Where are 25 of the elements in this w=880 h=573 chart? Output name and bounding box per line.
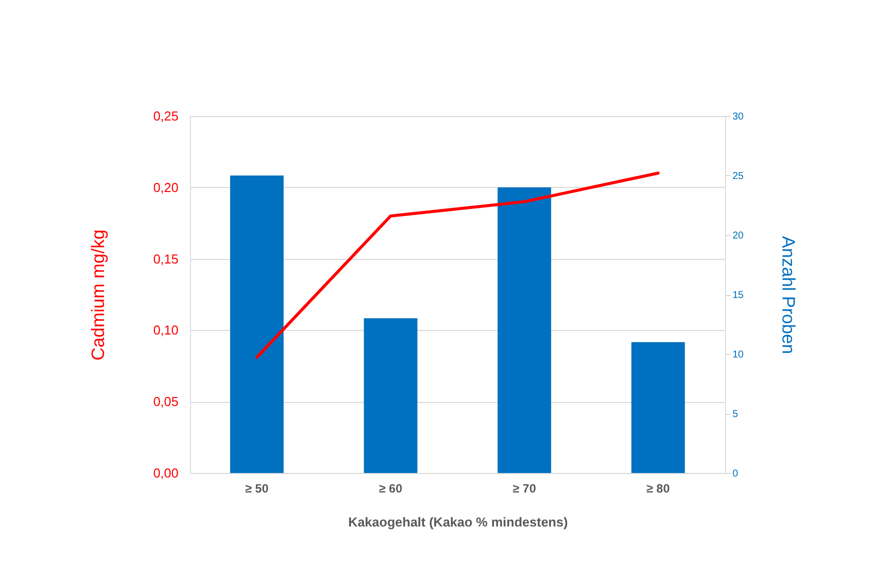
y-tick-label: 0,05 bbox=[153, 394, 178, 410]
y2-tick-label: 10 bbox=[732, 350, 744, 360]
y-axis-title: Cadmium mg/kg bbox=[88, 229, 108, 361]
x-tick-label: ≥ 50 bbox=[245, 482, 269, 496]
y-tick-label: 0,15 bbox=[153, 251, 178, 266]
y-tick-label: 0,20 bbox=[153, 180, 178, 195]
y2-tick-label: 15 bbox=[732, 290, 744, 301]
bar bbox=[364, 318, 418, 473]
bar bbox=[631, 342, 685, 473]
y-tick-label: 0,10 bbox=[153, 322, 178, 338]
y2-tick-label: 0 bbox=[732, 468, 738, 480]
y-tick-label: 0,25 bbox=[153, 108, 178, 124]
y2-axis-title: Anzahl Proben bbox=[778, 236, 799, 354]
bar bbox=[498, 187, 552, 473]
x-axis-title: Kakaogehalt (Kakao % mindestens) bbox=[348, 514, 568, 530]
x-tick-label: ≥ 70 bbox=[512, 482, 536, 496]
y2-tick-label: 5 bbox=[732, 409, 738, 420]
y2-tick-label: 20 bbox=[732, 230, 744, 242]
x-tick-label: ≥ 60 bbox=[378, 482, 403, 496]
y2-tick-label: 30 bbox=[732, 112, 744, 122]
bar bbox=[230, 176, 284, 473]
y2-tick-label: 25 bbox=[732, 171, 744, 182]
line-series bbox=[255, 172, 660, 359]
x-tick-label: ≥ 80 bbox=[646, 482, 670, 496]
y-tick-label: 0,00 bbox=[153, 466, 178, 480]
